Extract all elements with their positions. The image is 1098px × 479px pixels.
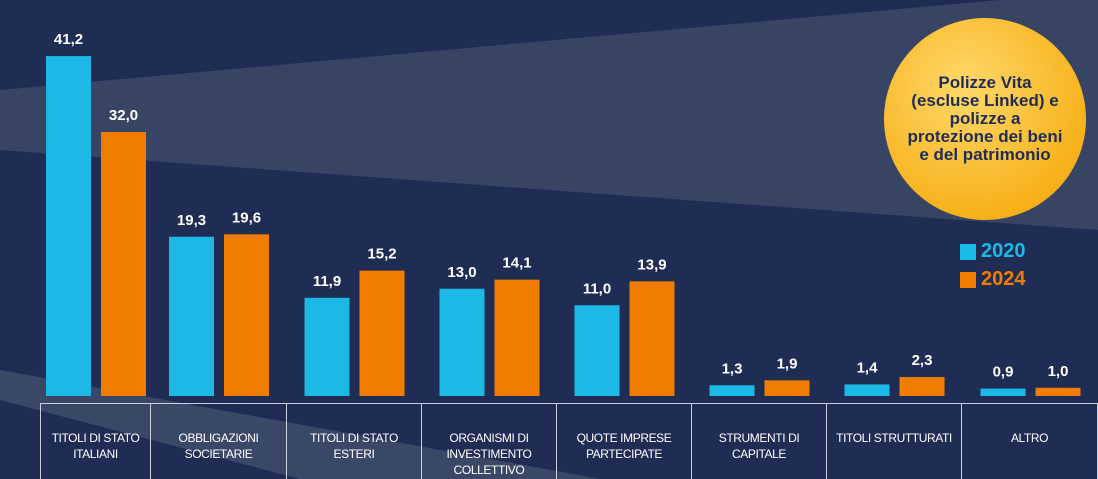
bar	[709, 385, 755, 396]
bar	[439, 288, 485, 396]
bar	[629, 281, 675, 396]
value-label: 41,2	[54, 31, 83, 48]
legend-label: 2020	[981, 240, 1026, 262]
annotation: Polizze Vita (escluse Linked) e polizze …	[884, 18, 1086, 220]
bar	[980, 388, 1026, 396]
bar	[574, 305, 620, 396]
bar	[46, 56, 91, 396]
value-label: 32,0	[109, 107, 138, 124]
value-label: 14,1	[502, 255, 531, 272]
bar	[1035, 387, 1081, 396]
bar	[224, 234, 269, 396]
light-beam	[0, 0, 1098, 230]
value-label: 13,9	[637, 256, 666, 273]
legend-item: 2020	[960, 240, 1026, 263]
bar	[359, 270, 405, 396]
value-label: 15,2	[367, 246, 396, 263]
legend-swatch	[960, 243, 976, 260]
value-label: 2,3	[912, 352, 933, 369]
legend-label: 2024	[981, 268, 1026, 290]
value-label: 13,0	[447, 264, 476, 281]
value-label: 1,9	[777, 355, 798, 372]
value-label: 0,9	[993, 364, 1014, 381]
value-label: 1,3	[722, 360, 743, 377]
x-tick-label: OBBLIGAZIONI SOCIETARIE	[150, 403, 286, 479]
bar	[844, 384, 890, 396]
x-tick-label: TITOLI DI STATO ITALIANI	[40, 403, 150, 479]
value-label: 1,4	[857, 359, 879, 376]
bar	[101, 132, 146, 396]
light-beam	[0, 370, 600, 479]
x-tick-label: ORGANISMI DI INVESTIMENTO COLLETTIVO	[421, 403, 556, 479]
legend-item: 2024	[960, 268, 1026, 291]
value-label: 11,9	[313, 273, 341, 290]
legend-swatch	[960, 271, 976, 288]
bar	[169, 236, 214, 396]
x-tick-label: TITOLI STRUTTURATI	[826, 403, 961, 479]
bar	[494, 279, 540, 396]
x-tick-label: QUOTE IMPRESE PARTECIPATE	[556, 403, 691, 479]
value-label: 11,0	[583, 280, 611, 297]
value-label: 19,3	[177, 212, 206, 229]
bar	[764, 380, 810, 396]
bar	[899, 377, 945, 396]
value-label: 19,6	[232, 209, 261, 226]
bar	[304, 297, 350, 396]
x-tick-label: STRUMENTI DI CAPITALE	[691, 403, 826, 479]
x-tick-label: TITOLI DI STATO ESTERI	[286, 403, 421, 479]
x-tick-label: ALTRO	[961, 403, 1098, 479]
value-label: 1,0	[1048, 363, 1069, 380]
